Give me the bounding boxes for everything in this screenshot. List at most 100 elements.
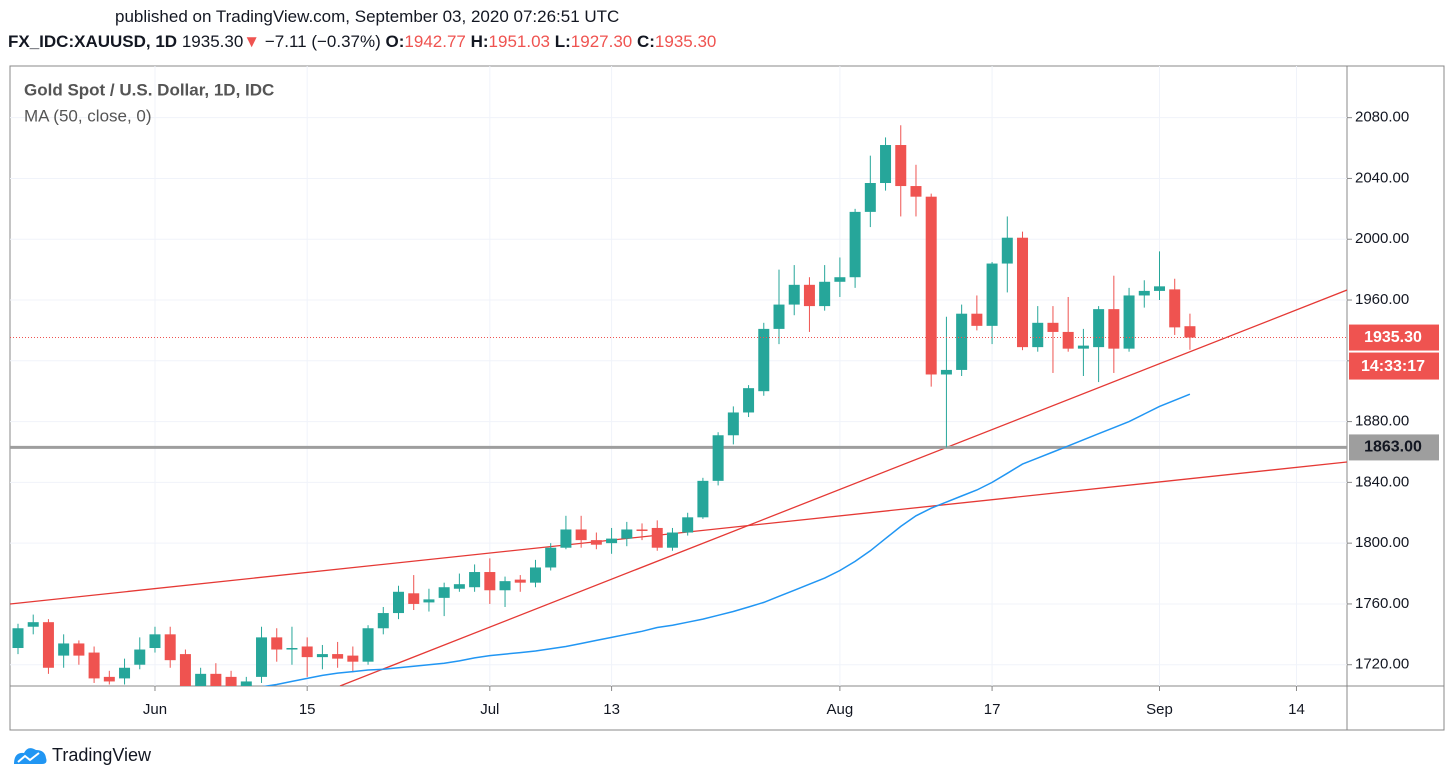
y-tick-label: 1960.00 — [1355, 291, 1409, 308]
candle-body — [864, 183, 876, 212]
published-note: published on TradingView.com, September … — [115, 7, 620, 26]
candle-body — [986, 263, 998, 326]
candle-body — [925, 196, 937, 375]
candle-body — [682, 517, 694, 533]
o-label: O: — [385, 32, 405, 51]
y-tick-label: 2000.00 — [1355, 230, 1409, 247]
candle-body — [910, 186, 922, 197]
candle-body — [666, 532, 678, 548]
candle-body — [58, 643, 70, 656]
candle-body — [362, 628, 374, 662]
c: 1935.30 — [654, 32, 717, 51]
symbol: FX_IDC:XAUUSD, 1D — [8, 32, 178, 51]
candle-body — [1093, 309, 1105, 348]
last-price-label: 1935.30 — [1364, 329, 1422, 346]
candle-body — [697, 480, 709, 518]
candle-body — [134, 649, 146, 665]
candle-body — [179, 654, 191, 686]
candle-body — [545, 547, 557, 568]
candle-body — [240, 681, 252, 686]
candle-body — [788, 284, 800, 305]
candle-body — [1047, 322, 1059, 332]
trend-line — [339, 289, 1347, 686]
candle-body — [195, 673, 207, 686]
candle-body — [256, 637, 268, 677]
candle-body — [606, 538, 618, 544]
candle-body — [803, 284, 815, 307]
y-tick-label: 2040.00 — [1355, 169, 1409, 186]
candle-body — [1154, 286, 1165, 291]
y-tick-label: 1720.00 — [1355, 656, 1409, 673]
candle-body — [210, 673, 222, 686]
candle-body — [149, 634, 161, 649]
candle-body — [1032, 322, 1044, 348]
arrow: ▼ — [243, 32, 261, 51]
c-label: C: — [636, 32, 655, 51]
hline-box — [1349, 434, 1439, 461]
candle-body — [1123, 295, 1135, 349]
frame — [9, 65, 1445, 731]
brand: TradingView — [52, 744, 152, 765]
countdown-box — [1349, 352, 1439, 380]
y-tick-label: 1880.00 — [1355, 413, 1409, 430]
candle-body — [560, 529, 572, 548]
candle-body — [940, 369, 952, 375]
candle-body — [1184, 326, 1196, 338]
y-tick-label: 2080.00 — [1355, 109, 1409, 126]
l-label: L: — [554, 32, 571, 51]
candle-body — [27, 622, 39, 627]
candle-body — [469, 572, 481, 588]
candle-body — [119, 667, 131, 679]
candle-body — [743, 388, 755, 413]
last: 1935.30 — [181, 32, 244, 51]
candle-body — [1001, 237, 1013, 264]
candle-body — [316, 654, 328, 658]
x-tick-label: 13 — [603, 701, 620, 718]
candle-body — [880, 145, 892, 184]
candle-body — [408, 593, 420, 604]
x-tick-label: 14 — [1288, 701, 1305, 718]
candle-body — [1169, 289, 1181, 328]
footer: TradingView — [12, 744, 151, 766]
x-tick-label: Aug — [827, 701, 854, 718]
candle-body — [834, 277, 846, 282]
candle-body — [1077, 345, 1089, 349]
x-tick-label: 15 — [299, 701, 316, 718]
candle-body — [651, 527, 663, 548]
candle-body — [1138, 290, 1150, 296]
candle-body — [12, 628, 24, 649]
candle-body — [1108, 309, 1120, 349]
candle-body — [971, 313, 983, 326]
candle-body — [103, 676, 115, 682]
candle-body — [727, 412, 739, 436]
x-tick-label: Jun — [143, 701, 167, 718]
candle-body — [529, 567, 541, 583]
candle-body — [1017, 237, 1029, 348]
candle-body — [271, 637, 283, 650]
candle-body — [484, 572, 496, 591]
candle-body — [286, 648, 298, 650]
candle-body — [895, 145, 907, 187]
candle-body — [1062, 331, 1074, 349]
y-tick-label: 1760.00 — [1355, 595, 1409, 612]
symbol-bar: FX_IDC:XAUUSD, 1D 1935.30▼ −7.11 (−0.37%… — [8, 32, 716, 52]
candle-body — [773, 304, 785, 329]
legend-ma: MA (50, close, 0) — [24, 106, 152, 125]
chart: 1720.001760.001800.001840.001880.001920.… — [9, 65, 1445, 731]
hline-label: 1863.00 — [1364, 439, 1422, 456]
countdown-label: 14:33:17 — [1361, 358, 1425, 375]
y-tick-label: 1800.00 — [1355, 534, 1409, 551]
candle-body — [347, 655, 359, 662]
candle-body — [590, 540, 602, 545]
candle-body — [621, 529, 633, 539]
candle-body — [88, 652, 100, 679]
candle-body — [575, 529, 587, 541]
candle-body — [164, 634, 176, 661]
candle-body — [849, 211, 861, 278]
candle-body — [377, 613, 389, 629]
candle-body — [438, 587, 450, 598]
trend-line — [10, 461, 1347, 605]
candle-body — [758, 328, 770, 392]
candle-body — [332, 654, 344, 659]
